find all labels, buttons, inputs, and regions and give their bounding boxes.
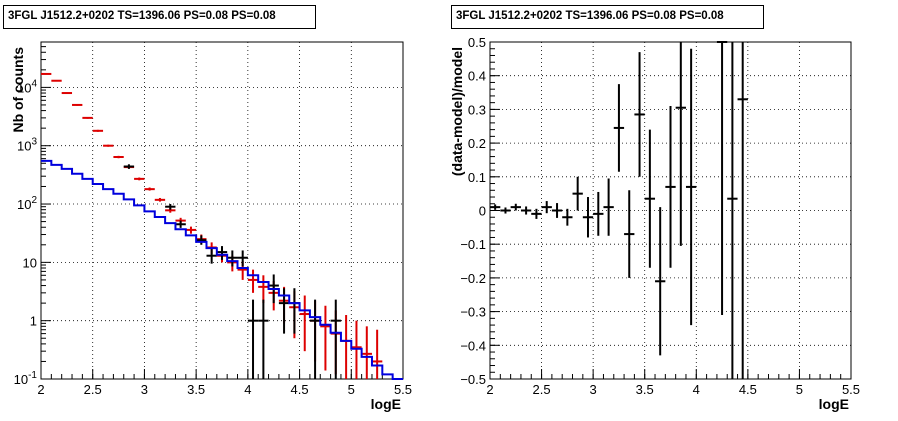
left-x-axis-label: logE	[371, 396, 401, 412]
right-y-tick-label: −0.1	[460, 237, 486, 252]
right-x-axis-label: logE	[819, 396, 849, 412]
right-y-tick-label: 0.2	[468, 136, 486, 151]
right-y-tick-label: −0.5	[460, 372, 486, 387]
left-x-tick-label: 2	[37, 382, 44, 397]
left-plot-frame	[40, 41, 404, 380]
left-x-tick-label: 5.5	[394, 382, 412, 397]
right-y-tick-label: −0.2	[460, 271, 486, 286]
right-y-tick-label: 0	[479, 204, 486, 219]
right-chart-title: 3FGL J1512.2+0202 TS=1396.06 PS=0.08 PS=…	[451, 5, 764, 29]
left-y-tick-label: 104	[17, 78, 37, 95]
left-chart-title: 3FGL J1512.2+0202 TS=1396.06 PS=0.08 PS=…	[3, 5, 316, 29]
left-model-histogram-line	[41, 159, 403, 380]
right-x-tick-label: 4.5	[739, 382, 757, 397]
right-x-tick-label: 3	[590, 382, 597, 397]
right-y-tick-label: 0.3	[468, 102, 486, 117]
right-y-tick-label: −0.3	[460, 305, 486, 320]
left-x-tick-label: 3.5	[187, 382, 205, 397]
right-y-tick-label: −0.4	[460, 338, 486, 353]
right-y-axis-label: (data-model)/model	[449, 47, 465, 176]
left-x-tick-label: 2.5	[84, 382, 102, 397]
left-x-tick-label: 5	[348, 382, 355, 397]
right-x-tick-label: 3.5	[636, 382, 654, 397]
left-y-axis-label: Nb of counts	[10, 47, 26, 133]
right-y-tick-label: 0.1	[468, 170, 486, 185]
left-y-tick-label: 103	[17, 137, 37, 154]
right-x-tick-label: 2	[486, 382, 493, 397]
left-x-tick-label: 4	[244, 382, 251, 397]
left-y-tick-label: 10-1	[14, 370, 38, 387]
left-y-tick-label: 1	[30, 314, 37, 329]
left-y-tick-label: 102	[17, 195, 37, 212]
right-x-tick-label: 5	[796, 382, 803, 397]
left-x-tick-label: 3	[141, 382, 148, 397]
right-x-tick-label: 5.5	[842, 382, 860, 397]
right-y-tick-label: 0.4	[468, 69, 486, 84]
right-x-tick-label: 2.5	[533, 382, 551, 397]
right-y-tick-label: 0.5	[468, 35, 486, 50]
right-x-tick-label: 4	[693, 382, 700, 397]
left-x-tick-label: 4.5	[291, 382, 309, 397]
left-y-tick-label: 10	[23, 255, 37, 270]
